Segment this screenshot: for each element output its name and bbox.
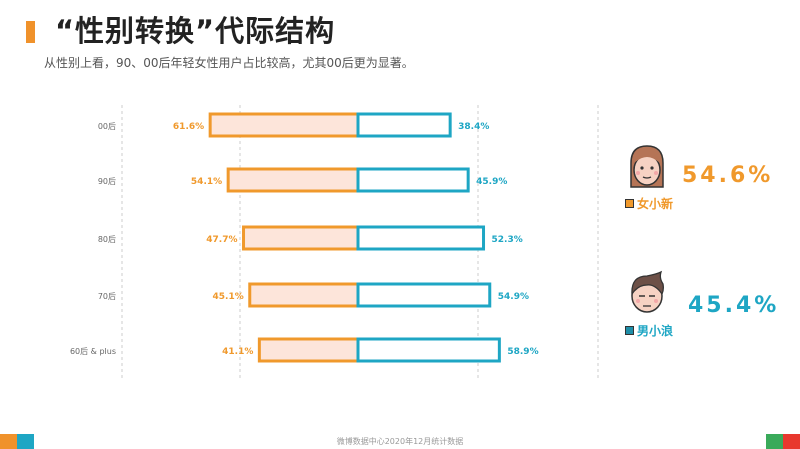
male-value-label: 58.9% — [507, 347, 538, 357]
male-legend: 男小浪 — [625, 322, 673, 339]
male-bar — [356, 282, 492, 308]
corner-accent-red — [783, 434, 800, 449]
corner-accent-orange — [0, 434, 17, 449]
female-legend: 女小新 — [625, 195, 673, 212]
male-bar — [356, 167, 470, 193]
page-subtitle: 从性别上看，90、00后年轻女性用户占比较高，尤其00后更为显著。 — [44, 56, 414, 70]
corner-accent-green — [766, 434, 783, 449]
female-value-label: 61.6% — [173, 122, 204, 132]
male-bar — [356, 337, 501, 363]
male-value-label: 38.4% — [458, 122, 489, 132]
female-share-value: 54.6% — [682, 163, 774, 188]
female-bar — [208, 112, 360, 138]
male-legend-label: 男小浪 — [637, 324, 674, 338]
male-bar — [356, 225, 486, 251]
male-share-value: 45.4% — [688, 293, 780, 318]
male-value-label: 45.9% — [476, 177, 507, 187]
female-bar — [226, 167, 360, 193]
male-value-label: 54.9% — [498, 292, 529, 302]
category-label: 90后 — [98, 176, 116, 186]
corner-accent-blue — [17, 434, 34, 449]
category-label: 60后 & plus — [70, 346, 116, 356]
category-label: 70后 — [98, 291, 116, 301]
female-value-label: 54.1% — [191, 177, 222, 187]
female-value-label: 41.1% — [222, 347, 253, 357]
title-accent-bar — [26, 21, 35, 43]
category-label: 00后 — [98, 121, 116, 131]
male-value-label: 52.3% — [492, 235, 523, 245]
female-legend-swatch — [625, 199, 634, 208]
data-source-note: 微博数据中心2020年12月统计数据 — [336, 437, 464, 446]
page-title: “性别转换”代际结构 — [55, 14, 336, 48]
male-bar — [356, 112, 452, 138]
male-avatar-icon — [631, 270, 664, 313]
female-bar — [257, 337, 360, 363]
female-avatar-icon — [630, 145, 664, 188]
female-value-label: 47.7% — [206, 235, 237, 245]
female-legend-label: 女小新 — [637, 197, 674, 211]
female-bar — [242, 225, 360, 251]
female-value-label: 45.1% — [213, 292, 244, 302]
female-bar — [248, 282, 360, 308]
category-label: 80后 — [98, 234, 116, 244]
male-legend-swatch — [625, 326, 634, 335]
